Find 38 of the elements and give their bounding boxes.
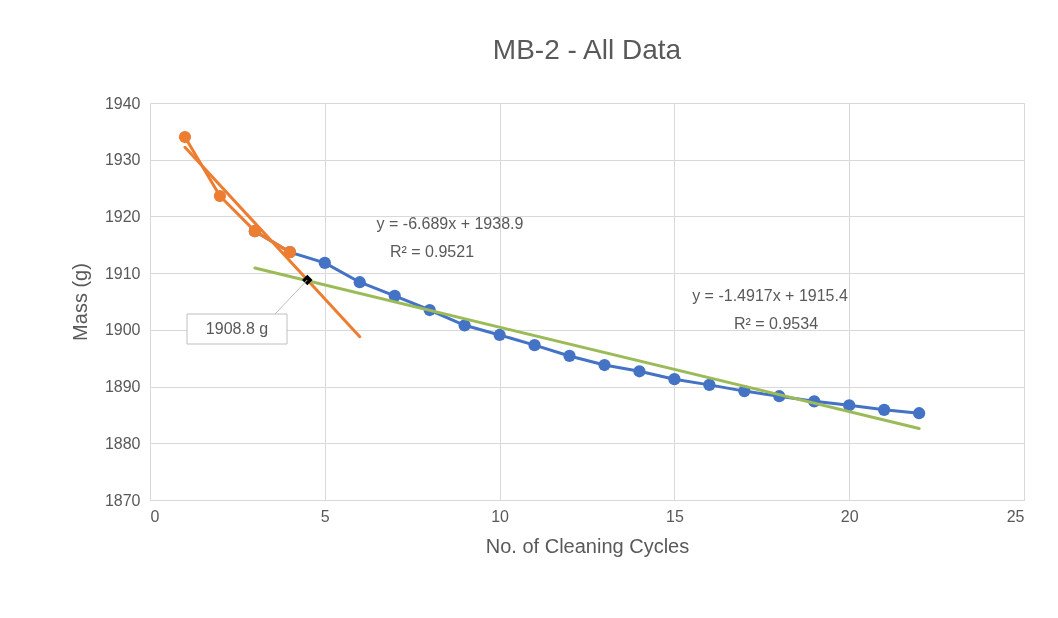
point xyxy=(528,339,541,352)
annotation: 1908.8 g xyxy=(205,320,269,337)
y-tick-label: 1900 xyxy=(104,321,141,339)
point xyxy=(913,407,926,420)
x-tick-label: 10 xyxy=(491,507,510,525)
y-tick-label: 1930 xyxy=(104,151,141,169)
point xyxy=(633,365,646,378)
point xyxy=(668,373,681,386)
y-tick-label: 1890 xyxy=(104,378,141,396)
point xyxy=(388,289,401,302)
y-tick-label: 1870 xyxy=(104,491,141,509)
x-tick-label: 25 xyxy=(1006,507,1025,525)
point xyxy=(178,130,192,144)
point xyxy=(703,378,716,391)
annotation: y = -1.4917x + 1915.4 xyxy=(692,287,848,304)
point xyxy=(563,349,576,363)
point xyxy=(598,358,611,372)
point xyxy=(843,399,856,412)
chart-title: MB-2 - All Data xyxy=(492,34,682,65)
x-axis-title: No. of Cleaning Cycles xyxy=(485,534,690,557)
point xyxy=(878,403,891,416)
point xyxy=(353,276,366,289)
annotation: R² = 0.9521 xyxy=(389,243,475,260)
point xyxy=(493,328,506,342)
point xyxy=(458,319,471,332)
y-tick-label: 1910 xyxy=(104,264,141,282)
point xyxy=(213,189,227,203)
point xyxy=(318,256,331,270)
y-axis-title: Mass (g) xyxy=(68,263,91,341)
x-tick-label: 20 xyxy=(840,507,859,525)
x-tick-label: 15 xyxy=(666,507,684,525)
y-tick-label: 1880 xyxy=(104,434,141,452)
annotation: R² = 0.9534 xyxy=(733,315,819,332)
x-tick-label: 0 xyxy=(150,507,160,525)
x-tick-label: 5 xyxy=(320,507,330,525)
y-tick-label: 1940 xyxy=(104,94,141,112)
annotation: y = -6.689x + 1938.9 xyxy=(376,215,524,232)
y-tick-label: 1920 xyxy=(104,207,141,225)
